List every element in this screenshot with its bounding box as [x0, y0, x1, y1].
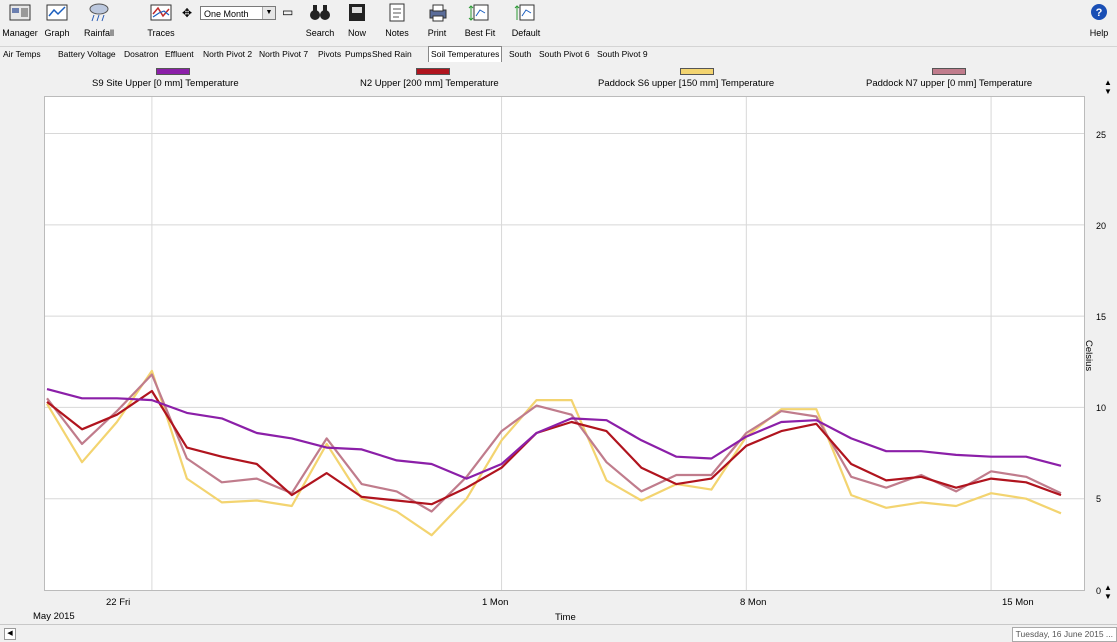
- toolbar: Manager Graph Rainfall Traces ✥ One Mont…: [0, 0, 1117, 47]
- month-label: May 2015: [33, 611, 75, 622]
- tab-shed-rain[interactable]: Shed Rain: [372, 49, 412, 59]
- legend-label: S9 Site Upper [0 mm] Temperature: [92, 78, 239, 89]
- series-line-1[interactable]: [46, 389, 1062, 506]
- traces-button[interactable]: Traces: [146, 2, 176, 42]
- y-tick-label: 5: [1096, 494, 1102, 504]
- notes-button[interactable]: Notes: [384, 2, 410, 42]
- best-fit-icon: [468, 4, 489, 21]
- chevron-down-icon[interactable]: ▼: [262, 7, 275, 19]
- manager-icon: [9, 4, 31, 21]
- legend-swatch[interactable]: [932, 68, 966, 75]
- tab-north-pivot-2[interactable]: North Pivot 2: [203, 49, 253, 59]
- tab-south-pivot-6[interactable]: South Pivot 6: [539, 49, 590, 59]
- tab-strip: Air Temps Battery Voltage Dosatron Efflu…: [0, 46, 1117, 62]
- legend-label: Paddock N7 upper [0 mm] Temperature: [866, 78, 1033, 89]
- zoom-in-icon[interactable]: ✥: [182, 6, 193, 20]
- legend-label: N2 Upper [200 mm] Temperature: [360, 78, 499, 89]
- graph-button[interactable]: Graph: [42, 2, 72, 42]
- tab-battery-voltage[interactable]: Battery Voltage: [58, 49, 116, 59]
- tab-pumps[interactable]: Pumps: [345, 49, 372, 59]
- traces-icon: [150, 4, 172, 21]
- status-bar: ◀ Tuesday, 16 June 2015 ...: [0, 624, 1117, 642]
- y-axis-label: Celsius: [1083, 340, 1094, 372]
- series-line-3[interactable]: [46, 373, 1062, 513]
- manager-button[interactable]: Manager: [2, 2, 38, 42]
- rainfall-icon: [89, 3, 109, 22]
- legend-swatch[interactable]: [416, 68, 450, 75]
- svg-text:?: ?: [1096, 7, 1103, 19]
- chart-plot-area[interactable]: [44, 96, 1085, 591]
- notes-icon: [389, 3, 405, 22]
- now-button[interactable]: Now: [344, 2, 370, 42]
- zoom-out-icon[interactable]: ▭: [282, 5, 294, 19]
- binoculars-icon: [310, 5, 330, 20]
- y-tick-label: 15: [1096, 312, 1107, 322]
- tab-air-temps[interactable]: Air Temps: [3, 49, 41, 59]
- tab-north-pivot-7[interactable]: North Pivot 7: [259, 49, 309, 59]
- graph-icon: [46, 4, 68, 21]
- y-tick-label: 20: [1096, 221, 1107, 231]
- series-line-2[interactable]: [46, 369, 1062, 537]
- x-tick-label: 15 Mon: [1002, 597, 1034, 608]
- rainfall-button[interactable]: Rainfall: [78, 2, 120, 42]
- scroll-down-icon[interactable]: ▲ ▼: [1104, 583, 1112, 601]
- tab-south[interactable]: South: [509, 49, 532, 59]
- default-icon: [514, 4, 535, 21]
- x-tick-label: 1 Mon: [482, 597, 509, 608]
- now-icon: [349, 4, 365, 21]
- best-fit-button[interactable]: Best Fit: [464, 2, 496, 42]
- scroll-up-icon[interactable]: ▲ ▼: [1104, 78, 1112, 96]
- legend-swatch[interactable]: [156, 68, 190, 75]
- tab-dosatron[interactable]: Dosatron: [124, 49, 159, 59]
- x-tick-label: 8 Mon: [740, 597, 767, 608]
- printer-icon: [429, 4, 447, 22]
- tab-pivots[interactable]: Pivots: [318, 49, 342, 59]
- help-icon: ?: [1091, 4, 1107, 20]
- tab-soil-temperatures[interactable]: Soil Temperatures: [428, 46, 503, 62]
- y-tick-label: 10: [1096, 403, 1107, 413]
- y-tick-label: 25: [1096, 130, 1107, 140]
- help-button[interactable]: ? Help: [1086, 2, 1112, 42]
- legend-swatch[interactable]: [680, 68, 714, 75]
- print-button[interactable]: Print: [426, 2, 448, 42]
- default-button[interactable]: Default: [508, 2, 544, 42]
- search-button[interactable]: Search: [304, 2, 336, 42]
- y-tick-label: 0: [1096, 586, 1102, 596]
- x-tick-label: 22 Fri: [106, 597, 131, 608]
- scroll-left-icon[interactable]: ◀: [4, 628, 16, 640]
- legend-label: Paddock S6 upper [150 mm] Temperature: [598, 78, 775, 89]
- tab-effluent[interactable]: Effluent: [165, 49, 194, 59]
- series-line-0[interactable]: [46, 388, 1062, 480]
- x-axis-label: Time: [555, 612, 576, 623]
- tab-south-pivot-9[interactable]: South Pivot 9: [597, 49, 648, 59]
- chart-svg: [45, 97, 1084, 590]
- period-select[interactable]: One Month ▼: [200, 6, 276, 20]
